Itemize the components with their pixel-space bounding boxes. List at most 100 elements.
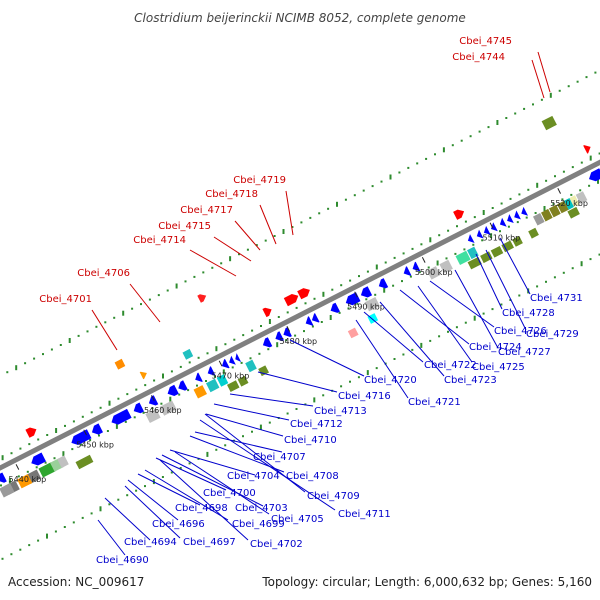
gene-block: [159, 400, 177, 416]
gc-dot: [420, 243, 423, 246]
gene-block: [347, 327, 359, 339]
gc-dot: [445, 257, 448, 260]
gc-dot: [8, 478, 11, 484]
gc-dot: [356, 302, 359, 305]
reverse-gene: [221, 359, 230, 369]
gene-label: Cbei_4697: [183, 537, 236, 548]
gc-dot: [81, 415, 84, 418]
gc-dot: [54, 530, 57, 533]
gc-dot: [416, 162, 419, 165]
leader-line: [199, 419, 336, 511]
gc-dot: [215, 346, 218, 352]
gc-dot: [505, 117, 508, 119]
leader-line: [161, 454, 264, 507]
gc-dot: [64, 424, 66, 427]
gene-block: [193, 385, 207, 399]
reverse-gene: [0, 472, 7, 483]
reverse-gene: [167, 384, 179, 396]
leader-line: [129, 283, 161, 323]
gc-dot: [291, 226, 294, 228]
gene-block: [258, 365, 269, 377]
gc-dot: [115, 423, 118, 429]
gc-dot: [436, 260, 439, 266]
reverse-gene: [133, 402, 144, 414]
leader-line: [91, 309, 118, 351]
gc-dot: [10, 452, 13, 455]
forward-gene: [453, 209, 465, 220]
gc-dot: [229, 256, 232, 262]
gc-dot: [327, 207, 330, 210]
gc-dot: [206, 352, 209, 355]
forward-gene: [139, 371, 147, 380]
leader-line: [429, 280, 495, 328]
gene-block: [575, 191, 588, 204]
gc-dot: [499, 230, 501, 233]
gene-label: Cbei_4700: [203, 488, 256, 499]
gc-dot: [366, 370, 369, 376]
gc-dot: [427, 266, 430, 269]
tick-mark: [557, 188, 561, 194]
gc-dot: [26, 470, 29, 473]
gc-dot: [90, 512, 93, 515]
gene-block: [567, 206, 580, 219]
tick-mark: [83, 429, 87, 436]
gene-label: Cbei_4690: [96, 555, 149, 566]
gc-dot: [178, 393, 181, 396]
gc-dot: [224, 444, 227, 447]
leader-line: [124, 485, 181, 539]
leader-line: [454, 269, 499, 349]
gene-block: [490, 246, 504, 258]
leader-line: [234, 220, 261, 251]
leader-line: [104, 497, 151, 541]
gene-label: Cbei_4745: [459, 36, 512, 47]
leader-line: [475, 253, 503, 310]
tick-label: 5510 kbp: [483, 234, 521, 243]
reverse-gene: [360, 286, 373, 298]
genes-layer: [0, 115, 600, 498]
gene-label: Cbei_4729: [526, 329, 579, 340]
forward-gene: [25, 427, 37, 438]
gc-dot: [59, 344, 62, 346]
gc-dot: [175, 283, 178, 289]
gc-dot: [117, 498, 120, 501]
gc-dot: [460, 139, 463, 142]
leader-line: [355, 319, 409, 399]
gene-block: [237, 375, 249, 387]
tick-label: 5460 kbp: [144, 406, 182, 415]
gene-label: Cbei_4722: [424, 360, 477, 371]
gc-dot: [442, 147, 445, 153]
genome-backbone: [0, 159, 600, 471]
gc-dot: [215, 448, 218, 451]
gc-dot: [166, 289, 169, 292]
gc-dot: [349, 380, 351, 383]
gc-dot: [251, 430, 253, 433]
gc-dot: [15, 365, 18, 371]
gc-dot: [37, 438, 40, 441]
gc-dot: [151, 407, 154, 410]
gc-dot: [196, 384, 198, 387]
gene-block: [564, 198, 574, 210]
reverse-gene: [483, 225, 491, 235]
gc-dot: [429, 237, 432, 243]
gc-dot: [409, 275, 412, 278]
leader-line: [174, 451, 270, 515]
tick-label: 5450 kbp: [76, 441, 114, 450]
gene-block: [501, 240, 514, 253]
reverse-gene: [491, 222, 498, 232]
gc-dot: [153, 379, 156, 382]
gc-dot: [532, 103, 534, 106]
gc-dot: [366, 270, 369, 273]
gc-dot: [454, 252, 457, 255]
gc-dot: [144, 485, 146, 488]
gc-dot: [570, 193, 573, 196]
gene-block: [549, 204, 561, 218]
gc-dot: [202, 271, 205, 274]
leader-line: [137, 473, 201, 506]
gene-label: Cbei_4708: [286, 471, 339, 482]
gc-dot: [362, 189, 365, 192]
gc-dot: [277, 316, 280, 318]
gc-dot: [525, 216, 528, 219]
gc-dot: [268, 319, 271, 324]
gene-label: Cbei_4731: [530, 293, 583, 304]
leader-line: [259, 204, 277, 245]
